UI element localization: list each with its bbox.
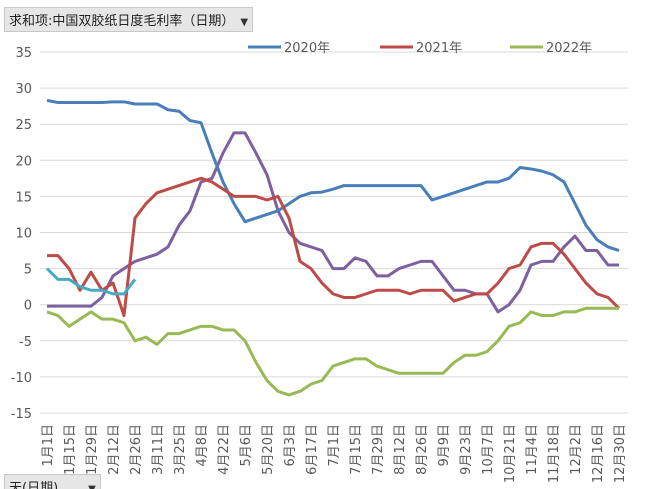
x-tick-label: 8月26日 xyxy=(415,424,430,475)
pivot-field-button[interactable]: 求和项:中国双胶纸日度毛利率（日期） ▼ xyxy=(4,7,254,32)
dropdown-arrow[interactable]: ▼ xyxy=(240,17,249,28)
y-tick-label: -15 xyxy=(11,407,32,422)
x-tick-label: 6月17日 xyxy=(305,424,320,475)
pivot-field-label: 求和项:中国双胶纸日度毛利率（日期） xyxy=(9,14,235,29)
x-tick-label: 12月16日 xyxy=(591,424,606,483)
y-tick-label: 0 xyxy=(24,299,32,314)
x-tick-label: 6月3日 xyxy=(283,424,298,467)
y-tick-label: 30 xyxy=(15,82,32,97)
x-tick-label: 1月1日 xyxy=(41,424,56,467)
x-tick-label: 4月22日 xyxy=(217,424,232,475)
series-line xyxy=(45,267,137,296)
y-tick-label: 20 xyxy=(15,154,32,169)
x-tick-label: 12月2日 xyxy=(569,424,584,475)
y-tick-label: 10 xyxy=(15,227,32,242)
x-tick-label: 1月15日 xyxy=(63,424,78,475)
legend-label: 2020年 xyxy=(284,41,330,56)
y-tick-label: -5 xyxy=(19,335,32,350)
y-tick-label: 35 xyxy=(15,46,32,61)
x-tick-label: 11月4日 xyxy=(525,424,540,475)
dropdown-arrow[interactable]: ▼ xyxy=(88,484,96,489)
legend-label: 2022年 xyxy=(546,41,592,56)
legend-label: 2021年 xyxy=(416,41,462,56)
x-tick-label: 8月12日 xyxy=(393,424,408,475)
x-tick-label: 11月18日 xyxy=(547,424,562,483)
row-field-label: 天(日期) xyxy=(9,481,59,489)
x-tick-label: 9月23日 xyxy=(459,424,474,475)
series-line xyxy=(47,131,619,314)
x-tick-label: 4月8日 xyxy=(195,424,210,467)
x-tick-label: 2月26日 xyxy=(129,424,144,475)
y-tick-label: -10 xyxy=(11,371,32,386)
y-tick-label: 25 xyxy=(15,118,32,133)
series-line xyxy=(46,306,619,397)
x-tick-label: 1月29日 xyxy=(85,424,100,475)
x-tick-label: 12月30日 xyxy=(613,424,628,483)
y-tick-label: 15 xyxy=(15,190,32,205)
series-line xyxy=(46,98,620,252)
row-field-button[interactable]: 天(日期) ▼ xyxy=(4,474,101,489)
x-tick-label: 9月9日 xyxy=(437,424,452,467)
x-tick-label: 3月11日 xyxy=(151,424,166,475)
x-tick-label: 10月7日 xyxy=(481,424,496,475)
x-tick-label: 10月21日 xyxy=(503,424,518,483)
series-line xyxy=(47,176,621,318)
x-tick-label: 7月15日 xyxy=(349,424,364,475)
x-tick-label: 5月20日 xyxy=(261,424,276,475)
x-tick-label: 2月12日 xyxy=(107,424,122,475)
x-tick-label: 5月6日 xyxy=(239,424,254,467)
x-tick-label: 7月29日 xyxy=(371,424,386,475)
x-tick-label: 3月25日 xyxy=(173,424,188,475)
y-tick-label: 5 xyxy=(24,263,32,278)
x-tick-label: 7月1日 xyxy=(327,424,342,467)
